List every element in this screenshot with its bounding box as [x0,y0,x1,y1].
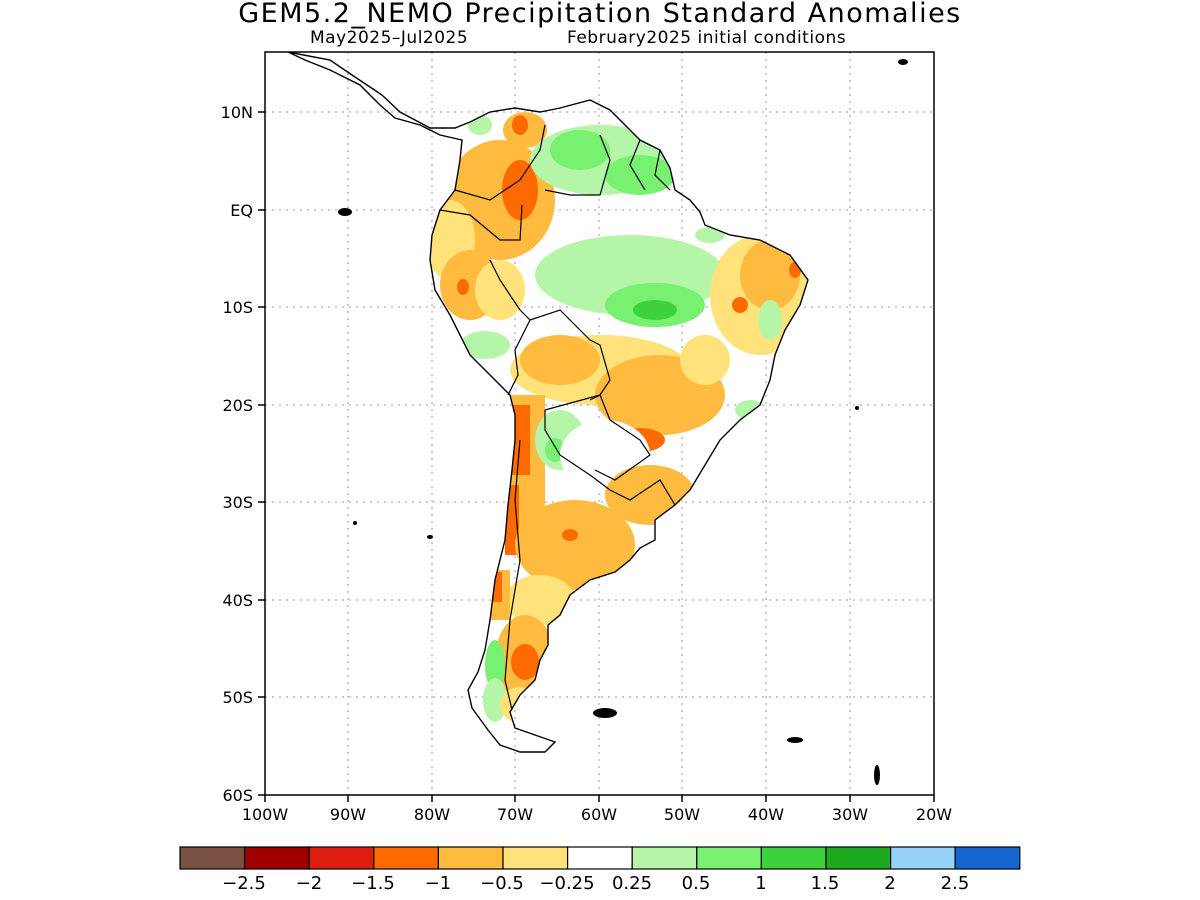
lat-label-20s: 20S [222,396,253,415]
lon-label-100w: 100W [242,805,289,824]
initial-conditions: February2025 initial conditions [567,28,847,48]
lon-label-70w: 70W [497,805,533,824]
lat-label-10s: 10S [222,298,253,317]
colorbar-label: −0.25 [539,873,594,894]
colorbar-swatch [825,846,892,870]
colorbar-swatch [760,846,827,870]
lat-label-40s: 40S [222,591,253,610]
colorbar-swatch [631,846,698,870]
lon-label-90w: 90W [330,805,366,824]
lon-label-50w: 50W [664,805,700,824]
colorbar-swatch [889,846,956,870]
lat-label-eq: EQ [230,201,253,220]
map-title: GEM5.2_NEMO Precipitation Standard Anoma… [238,0,962,29]
colorbar: −2.5 −2 −1.5 −1 −0.5 −0.25 0.25 0.5 1 1.… [179,846,1021,894]
colorbar-swatch [437,846,504,870]
colorbar-label: −2 [296,873,323,894]
islands [338,59,908,785]
lon-label-40w: 40W [748,805,784,824]
colorbar-swatch [373,846,439,870]
colorbar-label: −2.5 [222,873,266,894]
precip-anomaly-field [425,112,808,723]
lat-label-60s: 60S [222,786,253,805]
lat-label-50s: 50S [222,688,253,707]
tick-marks [258,111,935,802]
colorbar-swatch [308,846,375,870]
lon-label-60w: 60W [581,805,617,824]
colorbar-label: 2.5 [941,873,970,894]
longitude-labels: 100W 90W 80W 70W 60W 50W 40W 30W 20W [242,805,952,824]
colorbar-swatch [179,846,246,870]
lon-label-30w: 30W [832,805,868,824]
colorbar-label: 0.25 [612,873,652,894]
colorbar-label: −0.5 [480,873,524,894]
lat-label-30s: 30S [222,493,253,512]
country-borders [439,124,676,711]
colorbar-swatch [566,846,633,870]
colorbar-label: 1 [755,873,766,894]
colorbar-label: 2 [884,873,895,894]
lat-label-10n: 10N [221,103,253,122]
colorbar-label: 0.5 [682,873,711,894]
colorbar-swatch [696,846,762,870]
colorbar-swatch [244,846,310,870]
colorbar-label: −1.5 [351,873,395,894]
lon-label-80w: 80W [414,805,450,824]
latitude-labels: 10N EQ 10S 20S 30S 40S 50S 60S [221,103,253,805]
colorbar-label: −1 [425,873,452,894]
forecast-period: May2025–Jul2025 [310,28,469,48]
colorbar-swatches [179,846,1021,870]
colorbar-labels: −2.5 −2 −1.5 −1 −0.5 −0.25 0.25 0.5 1 1.… [222,873,969,894]
colorbar-label: 1.5 [811,873,840,894]
lon-label-20w: 20W [916,805,952,824]
colorbar-swatch [954,846,1021,870]
colorbar-swatch [502,846,569,870]
